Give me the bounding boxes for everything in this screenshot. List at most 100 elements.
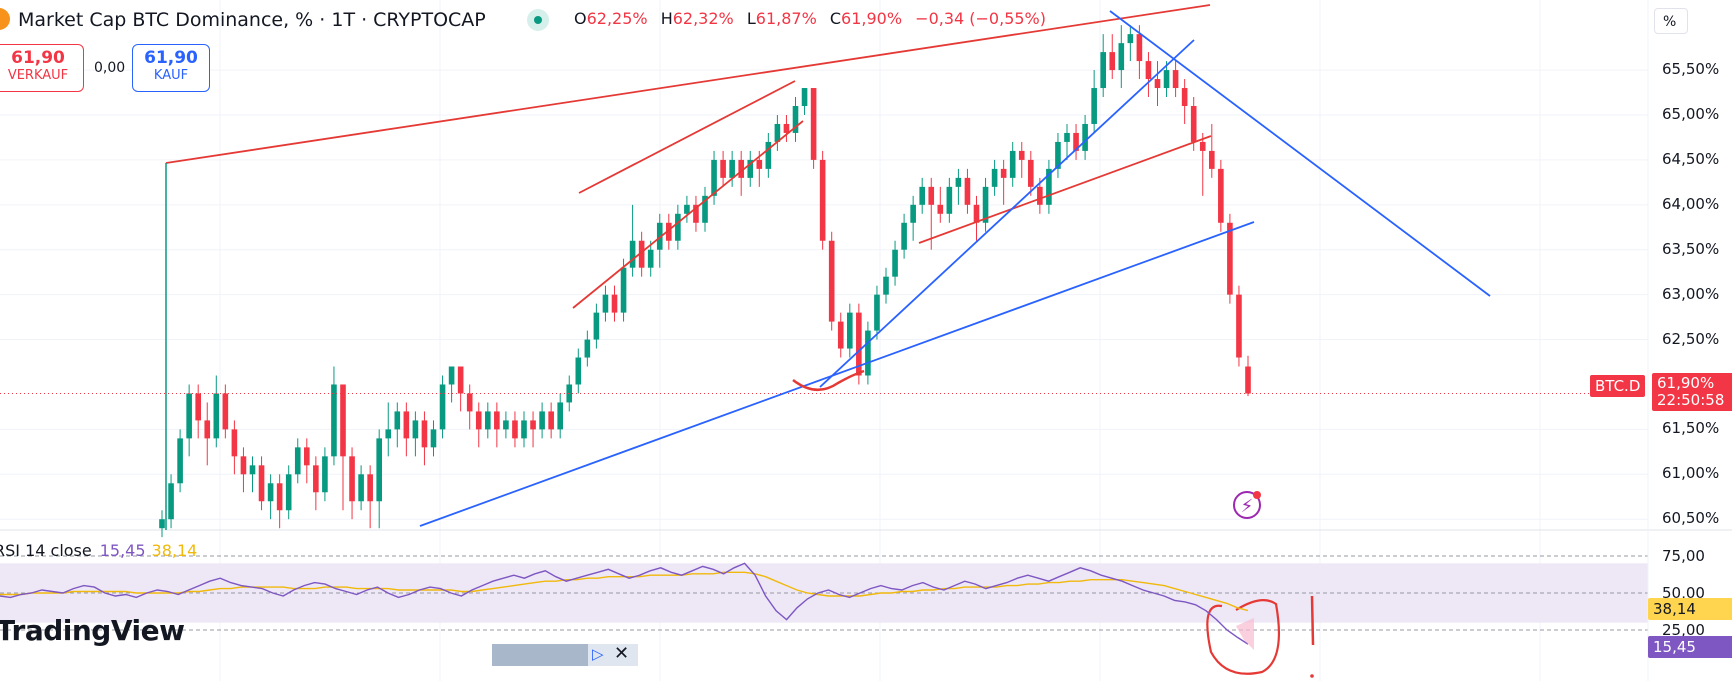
candle-body	[294, 447, 301, 475]
candle-body	[629, 240, 636, 268]
candle	[484, 402, 491, 439]
candle-body	[883, 276, 889, 295]
ohlc-close-key: C	[829, 9, 842, 28]
candle	[539, 402, 545, 439]
market-status-icon[interactable]	[527, 9, 549, 31]
candle	[249, 456, 256, 493]
ohlc-close-value: 61,90%	[841, 9, 903, 28]
candle-body	[1046, 168, 1052, 205]
candle	[240, 447, 247, 493]
candle	[973, 195, 980, 241]
candle	[412, 411, 419, 457]
symbol-tag: BTC.D	[1590, 375, 1646, 397]
candle-body	[955, 177, 962, 187]
trendline-red-channel	[918, 135, 1212, 244]
candle	[231, 420, 238, 475]
candle-body	[1199, 141, 1206, 151]
candle-body	[376, 438, 383, 502]
candle	[457, 366, 464, 412]
candle-body	[1109, 52, 1116, 71]
candle-body	[656, 222, 663, 250]
candle-body	[892, 249, 898, 277]
candle-body	[946, 186, 953, 214]
candle	[883, 267, 889, 304]
candle	[1208, 123, 1215, 178]
percent-scale-button[interactable]: %	[1654, 8, 1688, 34]
rsi-legend[interactable]: RSI 14 close 15,45 38,14	[0, 541, 197, 560]
sell-button[interactable]: 61,90 VERKAUF	[0, 44, 84, 92]
candle-body	[1245, 366, 1251, 394]
candle	[1181, 79, 1188, 124]
candle-body	[738, 159, 745, 178]
candle	[1218, 159, 1224, 232]
candle-body	[475, 411, 482, 430]
marker-red-exclamation	[1310, 595, 1315, 646]
candle	[892, 240, 898, 286]
candle	[675, 204, 681, 250]
bitcoin-icon	[0, 8, 10, 30]
candle-body	[575, 357, 582, 385]
candle	[575, 348, 582, 394]
candle-body	[530, 420, 536, 430]
candle	[367, 465, 373, 529]
candle	[810, 88, 817, 169]
lightning-icon[interactable]: ⚡	[1233, 491, 1261, 519]
candle	[521, 411, 527, 448]
candle-body	[457, 366, 464, 394]
candle-body	[801, 88, 808, 106]
candle-body	[322, 456, 328, 493]
candle	[394, 402, 401, 448]
candle-body	[566, 384, 573, 403]
candle-body	[837, 321, 844, 349]
candle	[1100, 34, 1107, 98]
candle-body	[1091, 88, 1097, 124]
close-icon[interactable]: ✕	[614, 644, 630, 664]
tradingview-logo[interactable]: TradingView	[0, 614, 185, 647]
ad-banner[interactable]: ▷ ✕	[492, 644, 638, 666]
candle-body	[539, 411, 545, 430]
ohlc-open-value: 62,25%	[586, 9, 648, 28]
candle-body	[856, 312, 862, 376]
ohlc-high-value: 62,32%	[672, 9, 734, 28]
candle-body	[204, 420, 211, 439]
candle	[168, 474, 174, 529]
candle	[647, 240, 654, 277]
rsi-axis: 75,00 50,00 25,00	[1662, 547, 1705, 639]
candle	[557, 393, 564, 439]
candle	[1064, 123, 1070, 160]
candle-body	[331, 384, 337, 457]
chart-title[interactable]: Market Cap BTC Dominance, % · 1T · CRYPT…	[18, 9, 486, 31]
candle	[919, 177, 926, 214]
candle-body	[186, 393, 192, 439]
candle-body	[222, 393, 229, 430]
candle	[1236, 285, 1242, 367]
candle	[1018, 141, 1025, 178]
candle	[322, 447, 328, 502]
candle-body	[1190, 106, 1197, 142]
candle-body	[1208, 150, 1215, 169]
candle-body	[195, 393, 202, 421]
candle	[991, 159, 998, 196]
price-axis-label: 62,50%	[1662, 329, 1720, 348]
candle	[801, 88, 808, 115]
candle-body	[828, 240, 835, 322]
candle	[331, 366, 337, 466]
ad-image	[492, 644, 588, 666]
ohlc-low-value: 61,87%	[755, 9, 817, 28]
candle-body	[638, 240, 645, 268]
price-axis-label: 64,50%	[1662, 149, 1720, 168]
candle-body	[1073, 132, 1079, 151]
candle	[937, 186, 944, 223]
candle	[204, 402, 211, 466]
candle-body	[774, 123, 781, 142]
candle-body	[1181, 88, 1188, 106]
candle-body	[693, 204, 699, 223]
rsi-label: RSI 14 close	[0, 541, 92, 560]
chart-header: Market Cap BTC Dominance, % · 1T · CRYPT…	[0, 6, 486, 34]
candle	[466, 384, 473, 430]
trendline-red-wedge-top	[578, 80, 796, 194]
candle	[1199, 132, 1206, 196]
buy-button[interactable]: 61,90 KAUF	[132, 44, 210, 92]
ad-info-icon[interactable]: ▷	[592, 645, 604, 663]
